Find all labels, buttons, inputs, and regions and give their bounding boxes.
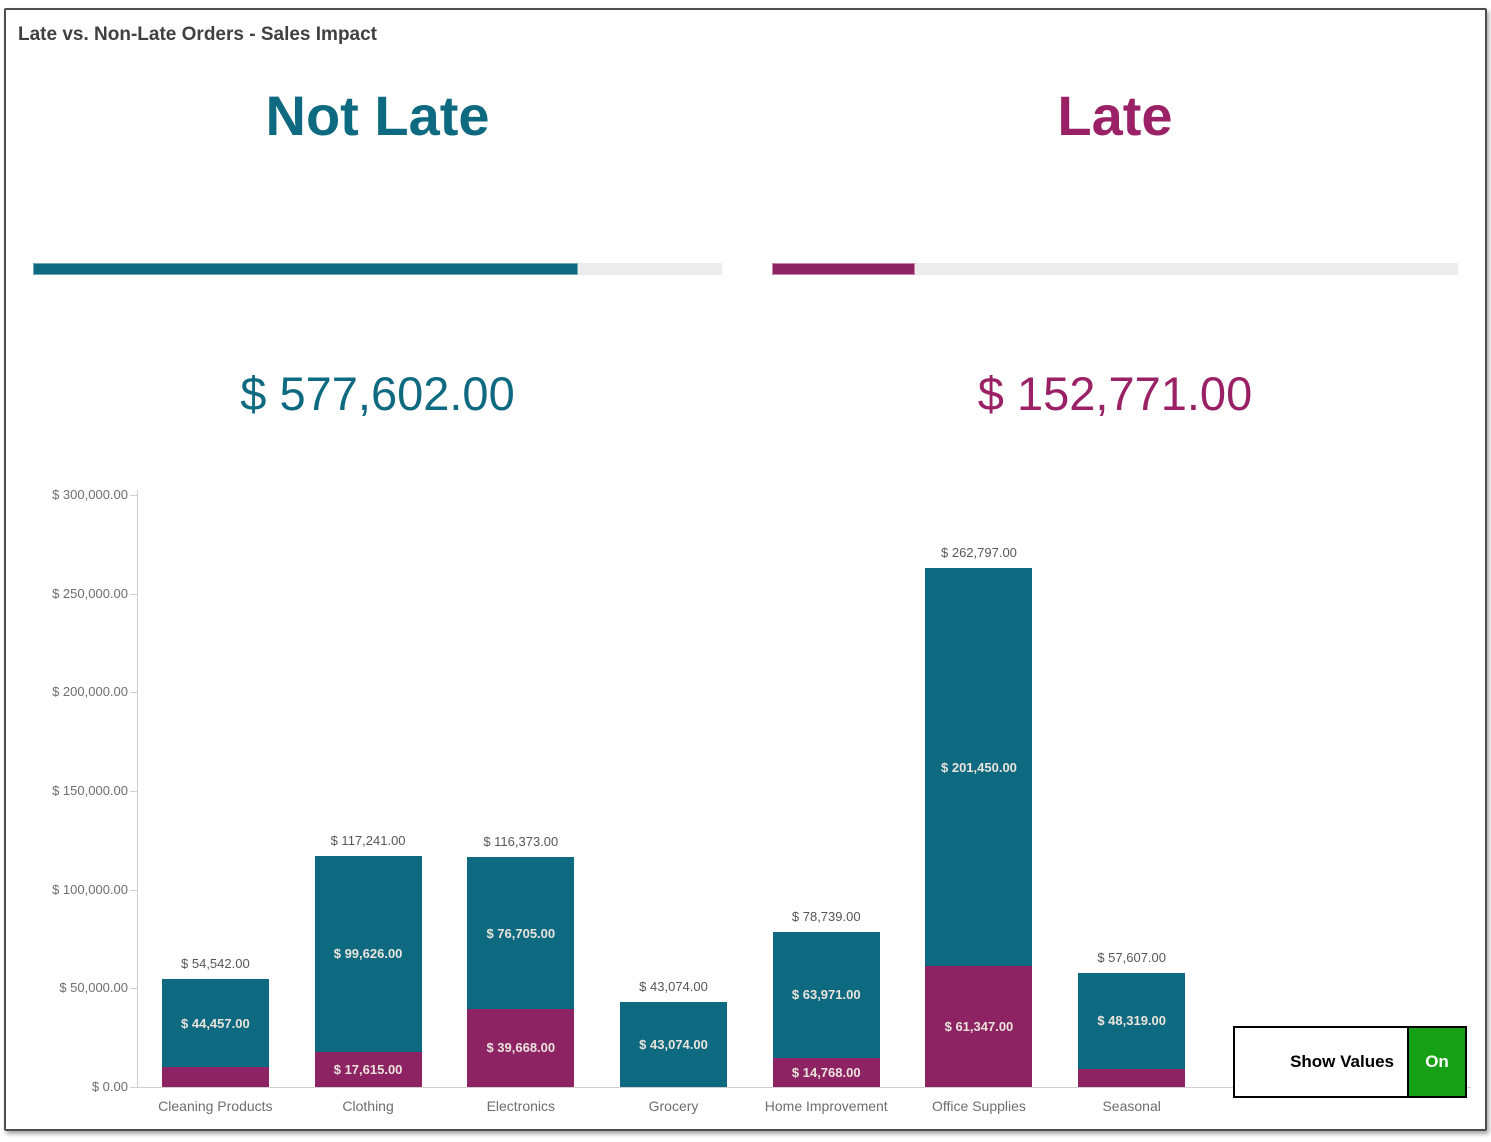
- kpi-not-late-progress-fill: [33, 263, 578, 275]
- y-tick-mark: [130, 692, 137, 694]
- x-axis-category-label: Seasonal: [1102, 1098, 1161, 1114]
- bar-total-label: $ 117,241.00: [330, 832, 406, 848]
- y-axis-line: [137, 490, 138, 1088]
- x-axis-category-label: Home Improvement: [764, 1098, 888, 1114]
- y-tick-mark: [130, 1087, 137, 1088]
- y-tick-label: $ 50,000.00: [59, 980, 128, 996]
- bar-segment-value-label: $ 44,457.00: [181, 1015, 250, 1031]
- bar-total-label: $ 78,739.00: [791, 908, 861, 924]
- bar-segment-value-label: $ 63,971.00: [791, 987, 861, 1003]
- kpi-not-late-progress: [33, 263, 722, 275]
- bar-segment-late[interactable]: $ 17,615.00: [314, 1052, 422, 1087]
- kpi-late-heading: Late: [1057, 84, 1173, 147]
- y-tick-mark: [130, 791, 137, 792]
- bar-segment-late[interactable]: $ 14,768.00: [772, 1057, 880, 1087]
- page-title: Late vs. Non-Late Orders - Sales Impact: [18, 24, 378, 45]
- x-axis-category-label: Office Supplies: [932, 1098, 1026, 1114]
- y-tick-label: $ 150,000.00: [52, 783, 128, 798]
- y-tick-label: $ 0.00: [91, 1079, 128, 1094]
- x-axis-line: [137, 1087, 1471, 1088]
- kpi-late-value-wrap: $ 152,771.00: [772, 370, 1458, 417]
- bar-segment-late[interactable]: [1078, 1068, 1186, 1087]
- y-tick-label: $ 200,000.00: [52, 684, 128, 700]
- bar-total-label: $ 54,542.00: [181, 956, 250, 972]
- x-axis-category-label: Grocery: [648, 1098, 699, 1114]
- bar-segment-value-label: $ 48,319.00: [1097, 1013, 1167, 1029]
- bar-segment-value-label: $ 76,705.00: [486, 925, 556, 941]
- kpi-not-late-value: $ 577,602.00: [240, 367, 515, 420]
- bar-segment-value-label: $ 43,074.00: [639, 1036, 708, 1052]
- x-axis-category-label: Clothing: [342, 1098, 394, 1114]
- kpi-late-value: $ 152,771.00: [977, 367, 1253, 420]
- bar-segment-not-late[interactable]: $ 43,074.00: [620, 1002, 728, 1087]
- bar-total-label: $ 57,607.00: [1097, 950, 1167, 966]
- bar-total-label: $ 262,797.00: [941, 545, 1017, 561]
- y-tick-mark: [130, 988, 137, 990]
- bar-total-label: $ 43,074.00: [639, 979, 708, 994]
- kpi-not-late-value-wrap: $ 577,602.00: [33, 370, 722, 417]
- bar-segment-not-late[interactable]: $ 201,450.00: [925, 568, 1033, 966]
- bar-segment-not-late[interactable]: $ 48,319.00: [1078, 973, 1186, 1069]
- y-tick-label: $ 300,000.00: [52, 487, 128, 502]
- kpi-late: Late: [772, 88, 1458, 144]
- bar-segment-value-label: $ 61,347.00: [944, 1018, 1014, 1034]
- bar-segment-value-label: $ 17,615.00: [333, 1062, 403, 1078]
- bar-segment-late[interactable]: $ 39,668.00: [467, 1008, 575, 1087]
- kpi-late-progress: [772, 263, 1458, 275]
- y-tick-mark: [130, 889, 137, 891]
- show-values-label: Show Values: [1290, 1052, 1394, 1071]
- bar-segment-not-late[interactable]: $ 76,705.00: [467, 857, 575, 1009]
- y-tick-mark: [130, 495, 137, 496]
- dashboard-frame: [4, 8, 1487, 1131]
- bar-segment-value-label: $ 99,626.00: [333, 946, 403, 962]
- bar-segment-value-label: $ 14,768.00: [791, 1064, 861, 1080]
- y-tick-label: $ 250,000.00: [52, 585, 128, 601]
- show-values-toggle[interactable]: Show Values On: [1233, 1026, 1467, 1098]
- kpi-not-late: Not Late: [33, 88, 722, 144]
- y-tick-mark: [130, 593, 137, 595]
- bar-segment-not-late[interactable]: $ 99,626.00: [314, 855, 422, 1053]
- bar-segment-late[interactable]: [161, 1067, 269, 1087]
- show-values-state-on[interactable]: On: [1407, 1028, 1465, 1096]
- bar-segment-value-label: $ 201,450.00: [941, 759, 1017, 775]
- x-axis-category-label: Cleaning Products: [158, 1098, 273, 1114]
- bar-total-label: $ 116,373.00: [483, 834, 559, 850]
- bar-segment-not-late[interactable]: $ 63,971.00: [772, 931, 880, 1058]
- bar-segment-value-label: $ 39,668.00: [486, 1040, 556, 1056]
- kpi-not-late-heading: Not Late: [265, 84, 490, 147]
- bar-segment-not-late[interactable]: $ 44,457.00: [161, 979, 269, 1068]
- x-axis-category-label: Electronics: [486, 1098, 556, 1114]
- bar-segment-late[interactable]: $ 61,347.00: [925, 965, 1033, 1087]
- kpi-late-progress-fill: [772, 263, 916, 275]
- y-tick-label: $ 100,000.00: [52, 881, 128, 897]
